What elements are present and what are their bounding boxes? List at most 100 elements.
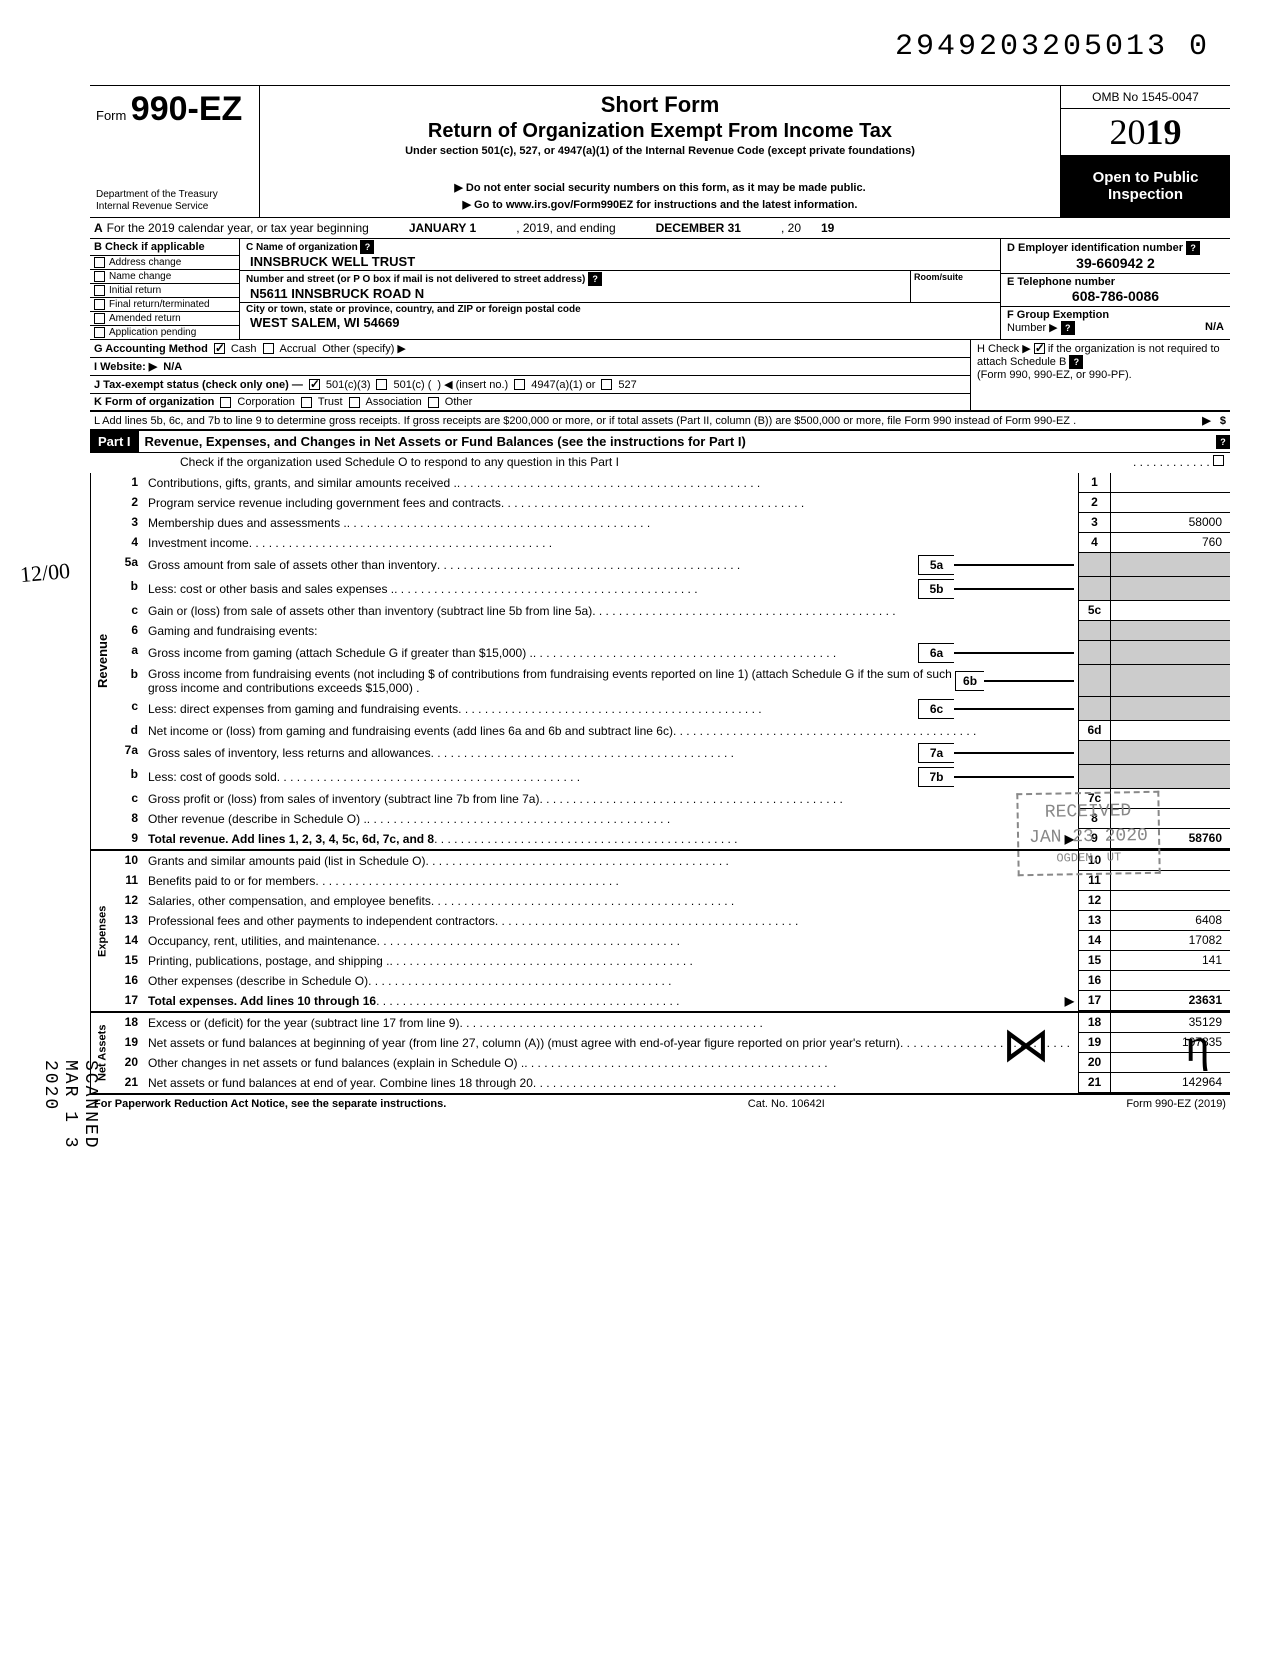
- line-number: 7a: [114, 741, 144, 765]
- title-main: Short Form: [270, 92, 1050, 118]
- line-value: 23631: [1110, 991, 1230, 1011]
- line-end-num: 12: [1078, 891, 1110, 911]
- line-end-num: 16: [1078, 971, 1110, 991]
- room-suite: Room/suite: [910, 271, 1000, 302]
- form-ref: Form 990-EZ (2019): [1126, 1098, 1226, 1110]
- sub-line-num: 5b: [918, 579, 954, 599]
- row-l: L Add lines 5b, 6c, and 7b to line 9 to …: [90, 411, 1230, 430]
- line-desc: Membership dues and assessments .: [144, 513, 1078, 533]
- line-desc: Printing, publications, postage, and shi…: [144, 951, 1078, 971]
- line-number: c: [114, 697, 144, 721]
- line-value: 141: [1110, 951, 1230, 971]
- line-17: 17Total expenses. Add lines 10 through 1…: [114, 991, 1230, 1011]
- help-icon: ?: [1069, 355, 1083, 369]
- line-value: 35129: [1110, 1013, 1230, 1033]
- title-sub: Return of Organization Exempt From Incom…: [270, 120, 1050, 143]
- chk-assoc[interactable]: [349, 397, 360, 408]
- line-number: b: [114, 665, 144, 697]
- col-c: C Name of organization ? INNSBRUCK WELL …: [240, 239, 1000, 339]
- line-desc: Investment income: [144, 533, 1078, 553]
- line-desc: Gross income from fundraising events (no…: [144, 665, 1078, 697]
- line-desc: Contributions, gifts, grants, and simila…: [144, 473, 1078, 493]
- line-number: 16: [114, 971, 144, 991]
- street-address: N5611 INNSBRUCK ROAD N: [246, 286, 424, 301]
- chk-trust[interactable]: [301, 397, 312, 408]
- line-20: 20Other changes in net assets or fund ba…: [114, 1053, 1230, 1073]
- line-desc: Less: cost or other basis and sales expe…: [144, 577, 1078, 601]
- chk-other[interactable]: [428, 397, 439, 408]
- received-stamp: RECEIVED JAN 23 2020 OGDEN, UT: [1016, 791, 1160, 877]
- line-value: [1110, 493, 1230, 513]
- chk-sched-b[interactable]: [1034, 343, 1045, 354]
- line-13: 13Professional fees and other payments t…: [114, 911, 1230, 931]
- line-number: c: [114, 789, 144, 809]
- line-c: cLess: direct expenses from gaming and f…: [114, 697, 1230, 721]
- chk-name[interactable]: Name change: [90, 269, 239, 283]
- line-desc: Grants and similar amounts paid (list in…: [144, 851, 1078, 871]
- chk-501c[interactable]: [376, 379, 387, 390]
- sub-line-num: 7b: [918, 767, 954, 787]
- line-number: 17: [114, 991, 144, 1011]
- line-number: 21: [114, 1073, 144, 1093]
- city-state-zip: WEST SALEM, WI 54669: [246, 315, 400, 330]
- chk-527[interactable]: [601, 379, 612, 390]
- line-number: 6: [114, 621, 144, 641]
- line-desc: Gaming and fundraising events:: [144, 621, 1078, 641]
- section-bcd: B Check if applicable Address change Nam…: [90, 239, 1230, 340]
- line-end-num: 19: [1078, 1033, 1110, 1053]
- line-end-num: 13: [1078, 911, 1110, 931]
- chk-501c3[interactable]: [309, 379, 320, 390]
- line-value: 58000: [1110, 513, 1230, 533]
- row-h: H Check ▶ if the organization is not req…: [970, 340, 1230, 410]
- line-number: 11: [114, 871, 144, 891]
- chk-scho[interactable]: [1213, 455, 1224, 466]
- line-end-num: 21: [1078, 1073, 1110, 1093]
- form-number: 990-EZ: [131, 90, 243, 128]
- line-number: 14: [114, 931, 144, 951]
- line-number: 15: [114, 951, 144, 971]
- line-desc: Gain or (loss) from sale of assets other…: [144, 601, 1078, 621]
- chk-pending[interactable]: Application pending: [90, 325, 239, 339]
- line-end-num: 15: [1078, 951, 1110, 971]
- line-desc: Excess or (deficit) for the year (subtra…: [144, 1013, 1078, 1033]
- line-a: aGross income from gaming (attach Schedu…: [114, 641, 1230, 665]
- tax-year: 2019: [1061, 109, 1230, 156]
- line-18: 18Excess or (deficit) for the year (subt…: [114, 1013, 1230, 1033]
- margin-annotation: 12/00: [19, 558, 71, 588]
- line-number: 18: [114, 1013, 144, 1033]
- chk-cash[interactable]: [214, 343, 225, 354]
- signature-2: η: [1185, 1018, 1210, 1073]
- netassets-table: Net Assets 18Excess or (deficit) for the…: [90, 1013, 1230, 1095]
- expenses-label: Expenses: [90, 851, 114, 1011]
- form-number-box: Form 990-EZ Department of the Treasury I…: [90, 86, 260, 217]
- line-desc: Gross profit or (loss) from sales of inv…: [144, 789, 1078, 809]
- line-number: 5a: [114, 553, 144, 577]
- line-desc: Net assets or fund balances at end of ye…: [144, 1073, 1078, 1093]
- chk-4947[interactable]: [514, 379, 525, 390]
- sub-line-val: [984, 680, 1074, 682]
- line-end-num: 2: [1078, 493, 1110, 513]
- title-note1: ▶ Do not enter social security numbers o…: [270, 181, 1050, 194]
- line-21: 21Net assets or fund balances at end of …: [114, 1073, 1230, 1093]
- row-g: G Accounting Method Cash Accrual Other (…: [90, 340, 970, 358]
- chk-corp[interactable]: [220, 397, 231, 408]
- line-desc: Less: direct expenses from gaming and fu…: [144, 697, 1078, 721]
- title-box: Short Form Return of Organization Exempt…: [260, 86, 1060, 217]
- sub-line-val: [954, 708, 1074, 710]
- chk-address[interactable]: Address change: [90, 255, 239, 269]
- ein: 39-660942 2: [1007, 255, 1224, 271]
- line-value: [1110, 601, 1230, 621]
- line-value: 107835: [1110, 1033, 1230, 1053]
- title-note2: ▶ Go to www.irs.gov/Form990EZ for instru…: [270, 198, 1050, 211]
- chk-initial[interactable]: Initial return: [90, 283, 239, 297]
- chk-amended[interactable]: Amended return: [90, 311, 239, 325]
- help-icon: ?: [360, 240, 374, 254]
- group-exemption: N/A: [1205, 321, 1224, 333]
- chk-final[interactable]: Final return/terminated: [90, 297, 239, 311]
- line-2: 2Program service revenue including gover…: [114, 493, 1230, 513]
- line-c: cGain or (loss) from sale of assets othe…: [114, 601, 1230, 621]
- line-number: 2: [114, 493, 144, 513]
- chk-accrual[interactable]: [263, 343, 274, 354]
- line-desc: Salaries, other compensation, and employ…: [144, 891, 1078, 911]
- line-d: dNet income or (loss) from gaming and fu…: [114, 721, 1230, 741]
